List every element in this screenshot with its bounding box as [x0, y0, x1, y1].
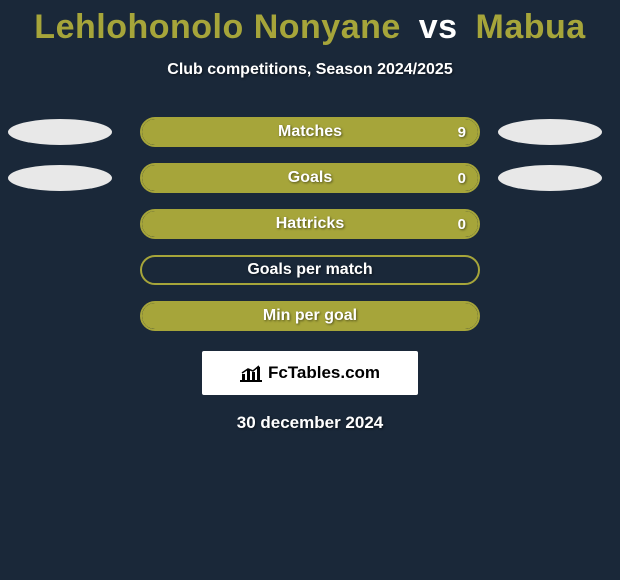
stat-row: Hattricks0	[0, 201, 620, 247]
comparison-title: Lehlohonolo Nonyane vs Mabua	[0, 0, 620, 47]
stat-value: 9	[458, 124, 466, 141]
stat-label: Matches	[142, 123, 478, 141]
stat-label: Hattricks	[142, 215, 478, 233]
right-ellipse	[498, 119, 602, 145]
stat-row: Goals0	[0, 155, 620, 201]
stat-row: Min per goal	[0, 293, 620, 339]
stat-bar: Min per goal	[140, 301, 480, 331]
right-ellipse	[498, 165, 602, 191]
stat-label: Min per goal	[142, 307, 478, 325]
stat-bar: Goals per match	[140, 255, 480, 285]
stat-bar: Goals0	[140, 163, 480, 193]
left-ellipse	[8, 119, 112, 145]
stat-bar: Matches9	[140, 117, 480, 147]
stat-value: 0	[458, 170, 466, 187]
branding-badge: FcTables.com	[202, 351, 418, 395]
stats-chart: Matches9Goals0Hattricks0Goals per matchM…	[0, 109, 620, 339]
vs-separator: vs	[419, 8, 458, 46]
player1-name: Lehlohonolo Nonyane	[34, 8, 400, 46]
branding-text: FcTables.com	[268, 363, 380, 383]
subtitle: Club competitions, Season 2024/2025	[0, 61, 620, 79]
date-text: 30 december 2024	[0, 413, 620, 433]
stat-row: Goals per match	[0, 247, 620, 293]
stat-label: Goals per match	[142, 261, 478, 279]
left-ellipse	[8, 165, 112, 191]
chart-icon	[240, 364, 262, 382]
stat-row: Matches9	[0, 109, 620, 155]
stat-label: Goals	[142, 169, 478, 187]
stat-value: 0	[458, 216, 466, 233]
stat-bar: Hattricks0	[140, 209, 480, 239]
player2-name: Mabua	[476, 8, 586, 46]
